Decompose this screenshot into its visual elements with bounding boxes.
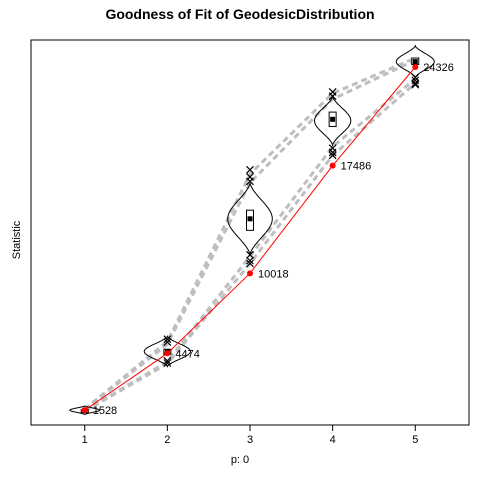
median-marker (412, 59, 418, 65)
outlier-point (163, 335, 172, 344)
outlier-point (411, 73, 420, 82)
outlier-point (411, 80, 420, 89)
median-marker (247, 216, 253, 222)
x-axis-label: p: 0 (231, 454, 249, 466)
simulated-band-upper1 (83, 56, 416, 411)
plot-area: 1 2 3 4 5 1528 4474 10018 17486 24326 (30, 39, 470, 446)
x-tick-label: 5 (412, 434, 418, 446)
observed-value-label: 4474 (175, 348, 199, 360)
x-tick-label: 4 (330, 434, 336, 446)
outlier-point (328, 148, 337, 157)
violin (69, 405, 101, 416)
observed-value-label: 10018 (258, 268, 289, 280)
outlier-point (163, 359, 172, 367)
observed-point (247, 270, 253, 277)
observed-point (329, 162, 336, 169)
observed-point (164, 350, 171, 357)
outlier-point (246, 250, 254, 259)
outlier-point (163, 356, 172, 365)
outlier-point (246, 256, 254, 265)
violin (395, 44, 435, 79)
observed-value-label: 1528 (93, 405, 117, 417)
outlier-point (411, 79, 420, 88)
outlier-point (328, 151, 337, 160)
y-axis-label: Statistic (11, 220, 23, 259)
observed-point (81, 407, 88, 414)
observed-point (412, 64, 419, 71)
observed-value-label: 17486 (341, 161, 372, 173)
simulated-band-upper2 (83, 58, 416, 411)
violin (143, 335, 192, 368)
outlier-point (246, 165, 254, 174)
median-marker (330, 116, 336, 122)
outlier-point (328, 92, 337, 101)
outlier-point (246, 177, 254, 186)
chart-title: Goodness of Fit of GeodesicDistribution (105, 6, 374, 22)
x-tick-label: 2 (164, 434, 170, 446)
x-tick-label: 3 (247, 434, 253, 446)
violin (227, 182, 273, 256)
outlier-point (246, 259, 254, 268)
x-tick-label: 1 (82, 434, 88, 446)
observed-value-label: 24326 (423, 62, 454, 74)
outlier-point (163, 338, 172, 347)
